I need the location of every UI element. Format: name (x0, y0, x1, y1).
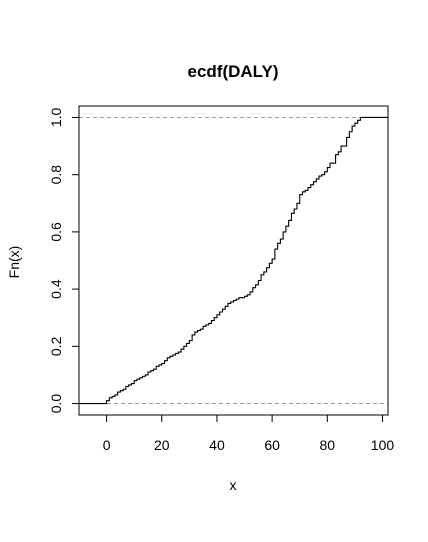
x-tick-label-0: 0 (103, 437, 111, 453)
y-tick-label-5: 1.0 (48, 108, 64, 128)
x-tick-label-2: 40 (209, 437, 225, 453)
x-tick-label-3: 60 (264, 437, 280, 453)
plot-area (78, 105, 389, 416)
y-axis: 0.0 0.2 0.4 0.6 0.8 1.0 (48, 108, 80, 414)
y-tick-label-1: 0.2 (48, 336, 64, 356)
y-axis-label: Fn(x) (6, 246, 22, 279)
y-tick-label-0: 0.0 (48, 394, 64, 414)
x-tick-label-4: 80 (320, 437, 336, 453)
ecdf-step-line (79, 116, 388, 405)
x-axis-label: x (230, 477, 237, 493)
chart-title: ecdf(DALY) (188, 62, 279, 81)
y-tick-label-2: 0.4 (48, 279, 64, 299)
x-tick-label-5: 100 (371, 437, 395, 453)
x-axis: 0 20 40 60 80 100 (103, 414, 395, 453)
plot-border (78, 105, 389, 416)
y-tick-label-4: 0.8 (48, 165, 64, 185)
x-tick-label-1: 20 (154, 437, 170, 453)
y-tick-label-3: 0.6 (48, 222, 64, 242)
